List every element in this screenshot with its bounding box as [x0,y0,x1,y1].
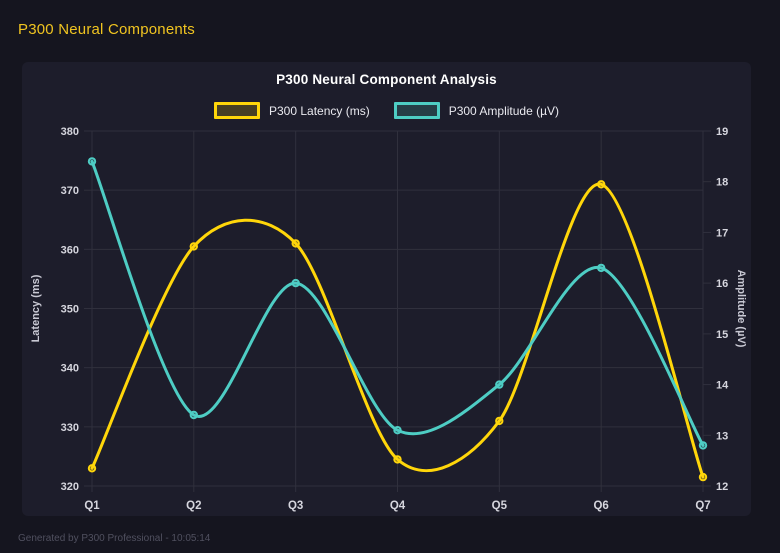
svg-text:19: 19 [716,126,728,138]
svg-text:330: 330 [61,422,79,434]
svg-text:16: 16 [716,278,728,290]
svg-text:Q7: Q7 [695,500,710,512]
svg-text:320: 320 [61,481,79,493]
data-point-series-0[interactable] [87,464,97,473]
svg-text:380: 380 [61,126,79,138]
svg-text:Q1: Q1 [84,500,100,512]
svg-text:14: 14 [716,380,729,392]
legend-item-amplitude[interactable]: P300 Amplitude (µV) [393,102,560,119]
data-point-series-0[interactable] [393,455,402,464]
legend-item-latency[interactable]: P300 Latency (ms) [213,102,370,119]
svg-text:17: 17 [716,227,728,239]
svg-text:Q2: Q2 [186,500,201,512]
data-point-series-1[interactable] [189,410,199,420]
svg-text:13: 13 [716,430,728,442]
data-point-series-1[interactable] [597,263,606,273]
data-point-series-1[interactable] [87,157,97,166]
svg-text:Q3: Q3 [288,500,303,512]
data-point-series-0[interactable] [291,239,300,248]
data-point-series-1[interactable] [495,380,504,389]
svg-text:18: 18 [716,177,728,189]
legend-label-amplitude: P300 Amplitude (µV) [448,103,560,118]
data-point-series-1[interactable] [291,278,300,288]
right-axis-title: Amplitude (µV) [735,270,747,348]
chart-title: P300 Neural Component Analysis [276,72,497,87]
chart-canvas[interactable]: 320 330 340 350 360 370 380 12 13 14 15 16 17 18 19 Q1 Q… [22,62,751,516]
svg-text:350: 350 [61,304,79,316]
series-line-0 [90,182,705,479]
data-point-series-1[interactable] [698,441,708,450]
svg-text:340: 340 [61,363,79,375]
series-line-1 [90,159,705,447]
svg-text:12: 12 [716,481,728,493]
chart-panel: P300 Neural Component Analysis P300 Late… [22,62,751,516]
chart-legend: P300 Latency (ms) P300 Amplitude (µV) [22,102,751,119]
data-point-series-0[interactable] [495,416,504,426]
legend-swatch-latency-icon [213,102,260,119]
left-axis-title: Latency (ms) [30,274,42,342]
svg-text:Q6: Q6 [593,500,608,512]
svg-text:360: 360 [61,244,79,256]
svg-text:Q5: Q5 [492,500,508,512]
svg-text:15: 15 [716,329,728,341]
data-point-series-1[interactable] [393,426,402,435]
footer-text: Generated by P300 Professional - 10:05:1… [18,533,211,544]
legend-swatch-amplitude-icon [393,102,440,119]
data-point-series-0[interactable] [189,242,199,251]
data-point-series-0[interactable] [698,472,708,482]
data-point-series-0[interactable] [597,180,606,189]
app-title: P300 Neural Components [18,21,196,38]
legend-label-latency: P300 Latency (ms) [268,103,370,118]
svg-text:370: 370 [61,185,79,197]
svg-text:Q4: Q4 [390,500,406,512]
